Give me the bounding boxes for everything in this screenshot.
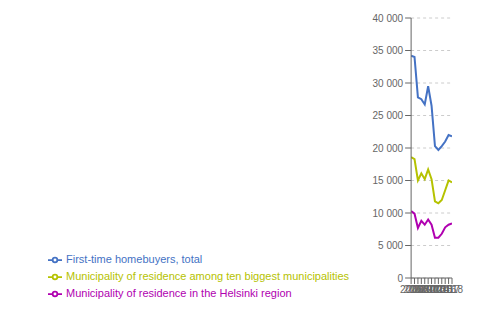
svg-text:20 000: 20 000 — [373, 143, 404, 154]
svg-text:0: 0 — [398, 273, 404, 284]
svg-text:2018: 2018 — [441, 284, 464, 295]
html-text:Municipality of residence amon: Municipality of residence among ten bigg… — [66, 270, 350, 282]
svg-text:25 000: 25 000 — [373, 110, 404, 121]
html-text:Municipality of residence in t: Municipality of residence in the Helsink… — [66, 287, 292, 299]
svg-text:10 000: 10 000 — [373, 208, 404, 219]
svg-text:35 000: 35 000 — [373, 45, 404, 56]
svg-text:5 000: 5 000 — [378, 240, 403, 251]
svg-text:30 000: 30 000 — [373, 78, 404, 89]
svg-text:40 000: 40 000 — [373, 13, 404, 24]
svg-text:15 000: 15 000 — [373, 175, 404, 186]
html-text:First-time homebuyers, total: First-time homebuyers, total — [66, 253, 203, 265]
